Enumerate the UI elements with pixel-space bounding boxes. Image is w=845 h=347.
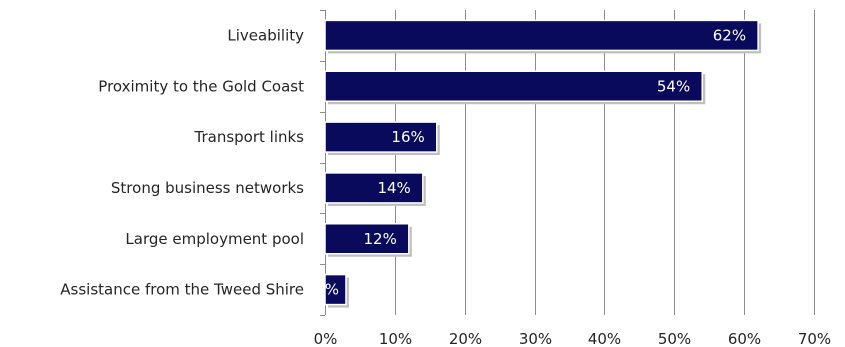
x-tick-label: 30% xyxy=(519,330,552,347)
x-tick-label: 70% xyxy=(798,330,831,347)
bar xyxy=(324,223,410,255)
x-tick-label: 60% xyxy=(728,330,761,347)
data-label: 16% xyxy=(391,128,424,146)
category-label: Proximity to the Gold Coast xyxy=(98,77,304,95)
data-labels: 62% 54% 16% 14% 12% 3% xyxy=(315,26,746,298)
category-label: Transport links xyxy=(194,128,305,146)
x-tick-label: 10% xyxy=(379,330,412,347)
data-label: 54% xyxy=(657,77,690,95)
category-label: Assistance from the Tweed Shire xyxy=(60,281,304,299)
bar xyxy=(324,70,703,102)
data-label: 3% xyxy=(315,281,339,299)
bar xyxy=(324,172,424,204)
x-tick-label: 20% xyxy=(449,330,482,347)
bars xyxy=(324,19,762,308)
data-label: 14% xyxy=(377,179,410,197)
data-label: 12% xyxy=(363,230,396,248)
category-label: Large employment pool xyxy=(125,230,304,248)
category-label: Liveability xyxy=(227,26,304,44)
x-tick-label: 0% xyxy=(314,330,338,347)
data-label: 62% xyxy=(713,26,746,44)
bar xyxy=(324,19,759,52)
x-tick-label: 40% xyxy=(588,330,621,347)
x-tick-label: 50% xyxy=(658,330,691,347)
bar xyxy=(324,121,438,153)
x-tick-labels: 0% 10% 20% 30% 40% 50% 60% 70% xyxy=(314,330,832,347)
category-labels: Liveability Proximity to the Gold Coast Tr… xyxy=(60,26,304,298)
category-label: Strong business networks xyxy=(111,179,304,197)
gridlines xyxy=(320,10,815,316)
bar xyxy=(324,273,347,306)
